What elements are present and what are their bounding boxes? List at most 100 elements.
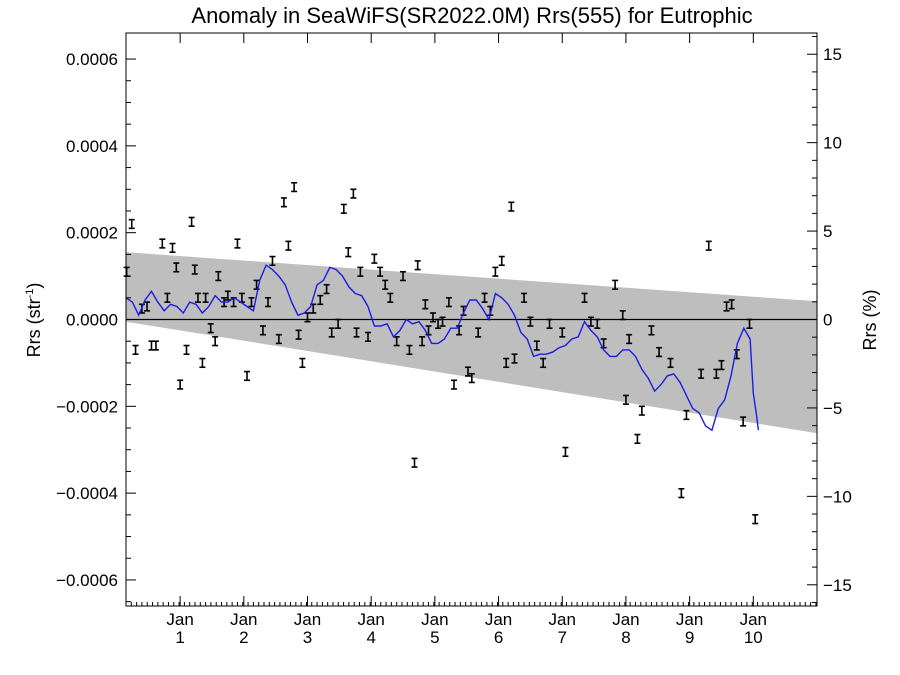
error-bar	[468, 372, 475, 384]
error-bar	[600, 338, 607, 349]
x-tick-label-year: 4	[366, 628, 375, 647]
error-bar	[498, 255, 505, 267]
y-axis-label-right: Rrs (%)	[860, 290, 880, 351]
error-bar	[357, 266, 364, 277]
x-tick-label-month: Jan	[357, 610, 384, 629]
error-bar	[705, 240, 712, 251]
error-bar	[746, 318, 753, 329]
x-tick-label-year: 5	[430, 628, 439, 647]
error-bar	[622, 394, 629, 405]
y-tick-label-left: −0.0006	[56, 571, 118, 590]
error-bar	[439, 316, 446, 327]
y-tick-label-right: 15	[823, 45, 842, 64]
error-bar	[304, 312, 311, 323]
error-bar	[215, 270, 222, 282]
error-bar	[450, 379, 457, 390]
error-bar	[638, 405, 645, 416]
error-bar	[540, 357, 547, 369]
error-bar	[291, 181, 298, 193]
error-bar	[511, 353, 518, 364]
error-bar	[159, 238, 166, 249]
error-bar	[587, 316, 594, 327]
error-bar	[508, 201, 515, 212]
y-tick-label-right: 0	[823, 311, 832, 330]
error-bar	[323, 283, 330, 295]
x-tick-label-year: 10	[744, 628, 763, 647]
error-bar	[350, 188, 357, 199]
error-bar	[234, 238, 241, 249]
error-bar	[648, 325, 655, 336]
error-bar	[285, 240, 292, 251]
error-bar	[365, 331, 372, 343]
error-bar	[202, 292, 209, 303]
error-bar	[152, 340, 159, 351]
error-bar	[132, 344, 139, 356]
error-bar	[199, 357, 206, 369]
error-bar	[713, 368, 720, 379]
y-tick-label-right: −5	[823, 399, 842, 418]
x-tick-label-year: 9	[685, 628, 694, 647]
error-bar	[207, 323, 214, 334]
error-bar	[464, 366, 471, 377]
y-tick-label-right: 10	[823, 134, 842, 153]
error-bar	[619, 310, 626, 321]
error-bar	[521, 292, 528, 303]
axes-layer: 0.0006 0.0004 0.0002 0.0000 −0.0002 −0.0004 −0…	[56, 33, 852, 647]
y-axis-label-left: Rrs (str-1)	[24, 283, 44, 358]
error-bar	[481, 292, 488, 303]
error-bar	[191, 264, 198, 275]
error-bar	[299, 357, 306, 369]
x-tick-label-month: Jan	[166, 610, 193, 629]
error-bar	[400, 270, 407, 282]
error-bar	[562, 446, 569, 458]
error-bar	[419, 336, 426, 347]
x-tick-label-year: 7	[558, 628, 567, 647]
error-bar	[698, 368, 705, 379]
error-bar	[340, 203, 347, 214]
y-tick-label-left: 0.0004	[66, 137, 118, 156]
error-bar	[723, 301, 730, 312]
y-tick-label-left: 0.0006	[66, 50, 118, 69]
error-bar	[626, 333, 633, 345]
x-tick-label-month: Jan	[549, 610, 576, 629]
error-bar	[371, 253, 378, 264]
x-tick-label-month: Jan	[485, 610, 512, 629]
error-bar	[248, 296, 255, 308]
error-bar	[752, 514, 759, 525]
error-bar	[594, 318, 601, 329]
error-bar	[144, 301, 151, 312]
error-bar	[683, 409, 690, 421]
error-bar	[406, 344, 413, 356]
error-bar	[275, 333, 282, 345]
error-bar	[429, 312, 436, 323]
error-bar	[295, 329, 302, 340]
chart-title: Anomaly in SeaWiFS(SR2022.0M) Rrs(555) f…	[191, 3, 752, 28]
error-bar	[244, 370, 251, 382]
error-bar	[188, 216, 195, 227]
y-tick-label-left: 0.0002	[66, 224, 118, 243]
error-bar	[259, 325, 266, 336]
error-bar	[382, 279, 389, 290]
error-bar	[212, 336, 219, 347]
error-bar	[353, 327, 360, 338]
x-tick-label-year: 8	[621, 628, 630, 647]
error-bar	[280, 197, 287, 208]
y-tick-label-left: 0.0000	[66, 311, 118, 330]
y-tick-label-right: −10	[823, 487, 852, 506]
x-tick-label-month: Jan	[230, 610, 257, 629]
error-bar	[503, 357, 510, 369]
error-bar	[265, 296, 272, 308]
error-bar	[456, 325, 463, 336]
x-tick-label-year: 6	[494, 628, 503, 647]
x-tick-label-month: Jan	[294, 610, 321, 629]
x-tick-label-month: Jan	[612, 610, 639, 629]
error-bar	[634, 433, 641, 445]
y-tick-label-right: 5	[823, 222, 832, 241]
x-tick-label-year: 2	[239, 628, 248, 647]
error-bar	[393, 336, 400, 347]
error-bar	[527, 316, 534, 327]
trend-band	[126, 252, 817, 434]
error-bar	[475, 327, 482, 338]
error-bar	[728, 299, 735, 310]
